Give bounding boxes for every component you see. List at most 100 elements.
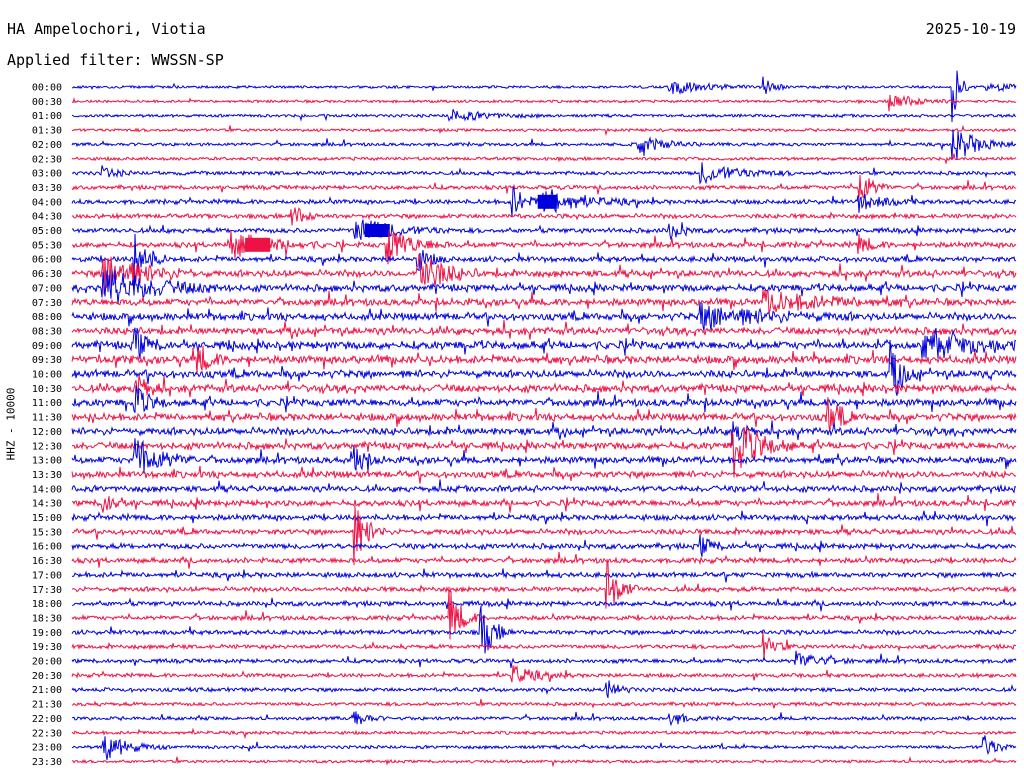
- trace-2230: [71, 727, 1017, 740]
- trace-1730: [71, 559, 1017, 609]
- tick-label: 14:30: [32, 499, 62, 510]
- tick-label: 18:30: [32, 613, 62, 624]
- trace-1700: [71, 568, 1017, 583]
- tick-label: 15:30: [32, 527, 62, 538]
- trace-1430: [72, 493, 1017, 513]
- tick-label: 04:00: [32, 197, 62, 208]
- tick-label: 11:00: [32, 398, 62, 409]
- tick-label: 22:00: [32, 714, 62, 725]
- tick-label: 19:30: [32, 642, 62, 653]
- tick-label: 21:00: [32, 685, 62, 696]
- tick-label: 08:30: [32, 326, 62, 337]
- tick-label: 19:00: [32, 628, 62, 639]
- trace-1100: [71, 385, 1017, 413]
- tick-label: 03:00: [32, 169, 62, 180]
- trace-0530: [71, 229, 1017, 265]
- trace-1500: [71, 510, 1017, 527]
- trace-2330: [71, 756, 1017, 768]
- trace-0000: [71, 70, 1017, 123]
- trace-1330: [71, 465, 1017, 484]
- trace-1600: [71, 534, 1017, 557]
- tick-label: 07:00: [32, 283, 62, 294]
- trace-0230: [71, 153, 1017, 165]
- tick-label: 05:00: [32, 226, 62, 237]
- trace-1300: [71, 438, 1017, 474]
- tick-label: 01:00: [32, 111, 62, 122]
- tick-label: 10:30: [32, 384, 62, 395]
- burst-block: [245, 237, 271, 252]
- trace-0630: [71, 253, 1017, 295]
- trace-2000: [71, 650, 1017, 668]
- trace-1200: [71, 420, 1017, 446]
- tick-label: 02:00: [32, 140, 62, 151]
- tick-label: 18:00: [32, 599, 62, 610]
- trace-1130: [71, 397, 1017, 433]
- tick-label: 14:00: [32, 484, 62, 495]
- tick-label: 16:00: [32, 542, 62, 553]
- trace-0330: [71, 174, 1016, 199]
- tick-label: 05:30: [32, 240, 62, 251]
- trace-0200: [71, 129, 1017, 160]
- tick-label: 20:00: [32, 657, 62, 668]
- tick-label: 13:00: [32, 456, 62, 467]
- trace-1230: [71, 426, 1017, 478]
- trace-0900: [71, 327, 1017, 360]
- tick-label: 04:30: [32, 212, 62, 223]
- burst-block: [364, 224, 390, 237]
- plot-date: 2025-10-19: [925, 20, 1016, 38]
- trace-1400: [71, 479, 1017, 495]
- trace-0400: [71, 186, 1017, 218]
- trace-1000: [71, 339, 1017, 396]
- trace-2200: [71, 711, 1017, 727]
- trace-2130: [71, 698, 1017, 709]
- tick-label: 00:00: [32, 83, 62, 94]
- tick-label: 09:30: [32, 355, 62, 366]
- trace-0430: [71, 207, 1017, 226]
- tick-label: 23:00: [32, 743, 62, 754]
- tick-label: 03:30: [32, 183, 62, 194]
- tick-label: 22:30: [32, 728, 62, 739]
- tick-label: 20:30: [32, 671, 62, 682]
- tick-label: 01:30: [32, 126, 62, 137]
- tick-label: 09:00: [32, 341, 62, 352]
- trace-0830: [71, 319, 1017, 340]
- tick-label: 17:00: [32, 570, 62, 581]
- trace-0600: [71, 233, 1017, 291]
- trace-0730: [71, 289, 1017, 315]
- tick-label: 12:30: [32, 441, 62, 452]
- tick-label: 06:30: [32, 269, 62, 280]
- trace-0100: [71, 109, 1016, 122]
- tick-label: 00:30: [32, 97, 62, 108]
- trace-0500: [71, 219, 1017, 240]
- tick-label: 16:30: [32, 556, 62, 567]
- tick-label: 08:00: [32, 312, 62, 323]
- trace-2030: [71, 665, 1017, 683]
- filter-label: Applied filter: WWSSN-SP: [7, 51, 224, 69]
- trace-2300: [71, 735, 1017, 760]
- trace-1900: [71, 605, 1017, 654]
- trace-1930: [71, 631, 1017, 661]
- trace-1030: [71, 375, 1017, 398]
- station-title: HA Ampelochori, Viotia: [7, 20, 206, 38]
- tick-label: 12:00: [32, 427, 62, 438]
- trace-1530: [71, 506, 1017, 566]
- tick-label: 17:30: [32, 585, 62, 596]
- tick-label: 13:30: [32, 470, 62, 481]
- tick-label: 07:30: [32, 298, 62, 309]
- trace-0030: [71, 94, 1017, 112]
- tick-label: 11:30: [32, 413, 62, 424]
- tick-label: 10:00: [32, 370, 62, 381]
- tick-label: 23:30: [32, 757, 62, 768]
- tick-label: 21:30: [32, 700, 62, 711]
- trace-1800: [71, 597, 1017, 612]
- trace-0700: [71, 269, 1017, 305]
- trace-0800: [71, 302, 1017, 332]
- tick-label: 02:30: [32, 154, 62, 165]
- trace-0930: [71, 345, 1017, 375]
- trace-2100: [71, 680, 1017, 698]
- tick-label: 06:00: [32, 255, 62, 266]
- trace-0130: [71, 124, 1017, 137]
- tick-label: 15:00: [32, 513, 62, 524]
- trace-1830: [71, 586, 1017, 640]
